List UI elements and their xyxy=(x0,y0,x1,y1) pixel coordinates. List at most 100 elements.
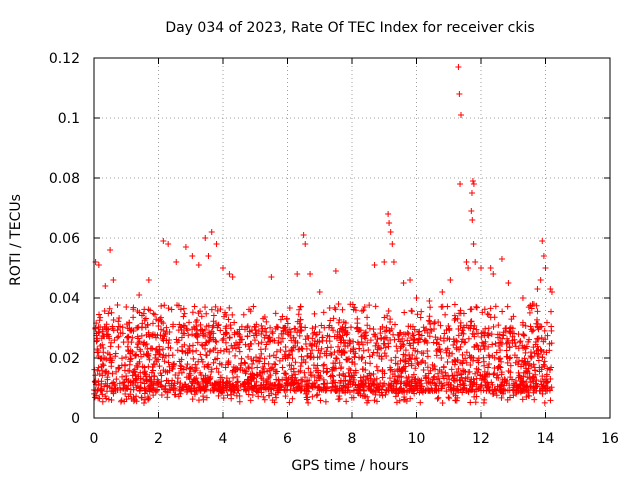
data-point xyxy=(461,339,468,346)
data-point xyxy=(170,384,177,391)
data-point xyxy=(497,347,504,354)
data-point xyxy=(477,346,484,353)
data-point xyxy=(181,330,188,337)
data-point xyxy=(271,399,278,406)
data-point xyxy=(105,396,112,403)
data-point xyxy=(359,341,366,348)
data-point xyxy=(96,311,103,318)
data-point xyxy=(110,316,117,323)
data-point xyxy=(457,359,464,366)
data-point xyxy=(381,370,388,377)
data-point xyxy=(344,356,351,363)
data-point xyxy=(534,316,541,323)
data-point xyxy=(237,361,244,368)
data-point xyxy=(303,382,310,389)
data-point xyxy=(467,399,474,406)
data-point xyxy=(420,366,427,373)
data-point xyxy=(258,330,265,337)
data-point xyxy=(208,366,215,373)
data-point xyxy=(109,370,116,377)
data-point xyxy=(530,344,537,351)
data-point xyxy=(144,322,151,329)
data-point xyxy=(365,397,372,404)
data-point xyxy=(251,337,258,344)
data-point xyxy=(353,386,360,393)
data-point xyxy=(473,326,480,333)
data-point xyxy=(411,326,418,333)
data-point xyxy=(451,377,458,384)
data-point xyxy=(106,305,113,312)
data-point xyxy=(117,386,124,393)
data-point xyxy=(498,371,505,378)
data-point xyxy=(185,332,192,339)
data-point xyxy=(287,328,294,335)
data-point xyxy=(174,375,181,382)
data-point xyxy=(158,392,165,399)
data-point xyxy=(95,395,102,402)
data-point xyxy=(413,355,420,362)
data-point xyxy=(178,334,185,341)
data-point xyxy=(407,277,414,283)
data-point xyxy=(393,343,400,350)
data-point xyxy=(297,303,304,310)
data-point xyxy=(493,349,500,356)
data-point xyxy=(283,315,290,322)
data-point xyxy=(442,311,449,318)
data-point xyxy=(507,362,514,369)
data-point xyxy=(98,380,105,387)
data-point xyxy=(220,395,227,402)
data-point xyxy=(492,386,499,393)
data-point xyxy=(517,338,524,345)
data-point xyxy=(410,371,417,378)
data-point xyxy=(322,385,329,392)
data-point xyxy=(284,329,291,336)
data-point xyxy=(173,259,180,265)
data-point xyxy=(123,304,130,310)
data-point xyxy=(504,339,511,346)
data-point xyxy=(103,356,110,363)
data-point xyxy=(309,335,316,342)
data-point xyxy=(422,360,429,367)
data-point xyxy=(302,241,309,247)
data-point xyxy=(534,343,541,350)
data-point xyxy=(467,362,474,369)
data-point xyxy=(219,337,226,344)
data-point xyxy=(451,357,458,364)
data-point xyxy=(412,347,419,354)
data-point xyxy=(340,319,347,326)
data-point xyxy=(108,339,115,346)
data-point xyxy=(197,321,204,328)
data-point xyxy=(367,360,374,367)
data-point xyxy=(257,369,264,376)
data-point xyxy=(115,318,122,325)
data-point xyxy=(539,238,546,244)
data-point xyxy=(248,377,255,384)
data-point xyxy=(263,341,270,348)
data-point xyxy=(177,390,184,397)
data-point xyxy=(153,358,160,365)
data-point xyxy=(466,378,473,385)
data-point xyxy=(416,328,423,335)
data-point xyxy=(436,379,443,386)
data-point xyxy=(183,325,190,332)
data-point xyxy=(336,372,343,379)
data-point xyxy=(115,333,122,340)
data-point xyxy=(198,356,205,363)
data-point xyxy=(388,382,395,389)
data-point xyxy=(105,310,112,317)
data-point xyxy=(166,337,173,344)
data-point xyxy=(512,339,519,346)
data-point xyxy=(132,372,139,379)
data-point xyxy=(123,372,130,379)
data-point xyxy=(408,378,415,385)
data-point xyxy=(97,387,104,394)
data-point xyxy=(104,331,111,338)
data-point xyxy=(505,280,512,286)
data-point xyxy=(202,326,209,333)
data-point xyxy=(484,364,491,371)
data-point xyxy=(502,325,509,332)
data-point xyxy=(133,324,140,331)
data-point xyxy=(197,387,204,394)
data-point xyxy=(488,331,495,338)
data-point xyxy=(116,315,123,322)
